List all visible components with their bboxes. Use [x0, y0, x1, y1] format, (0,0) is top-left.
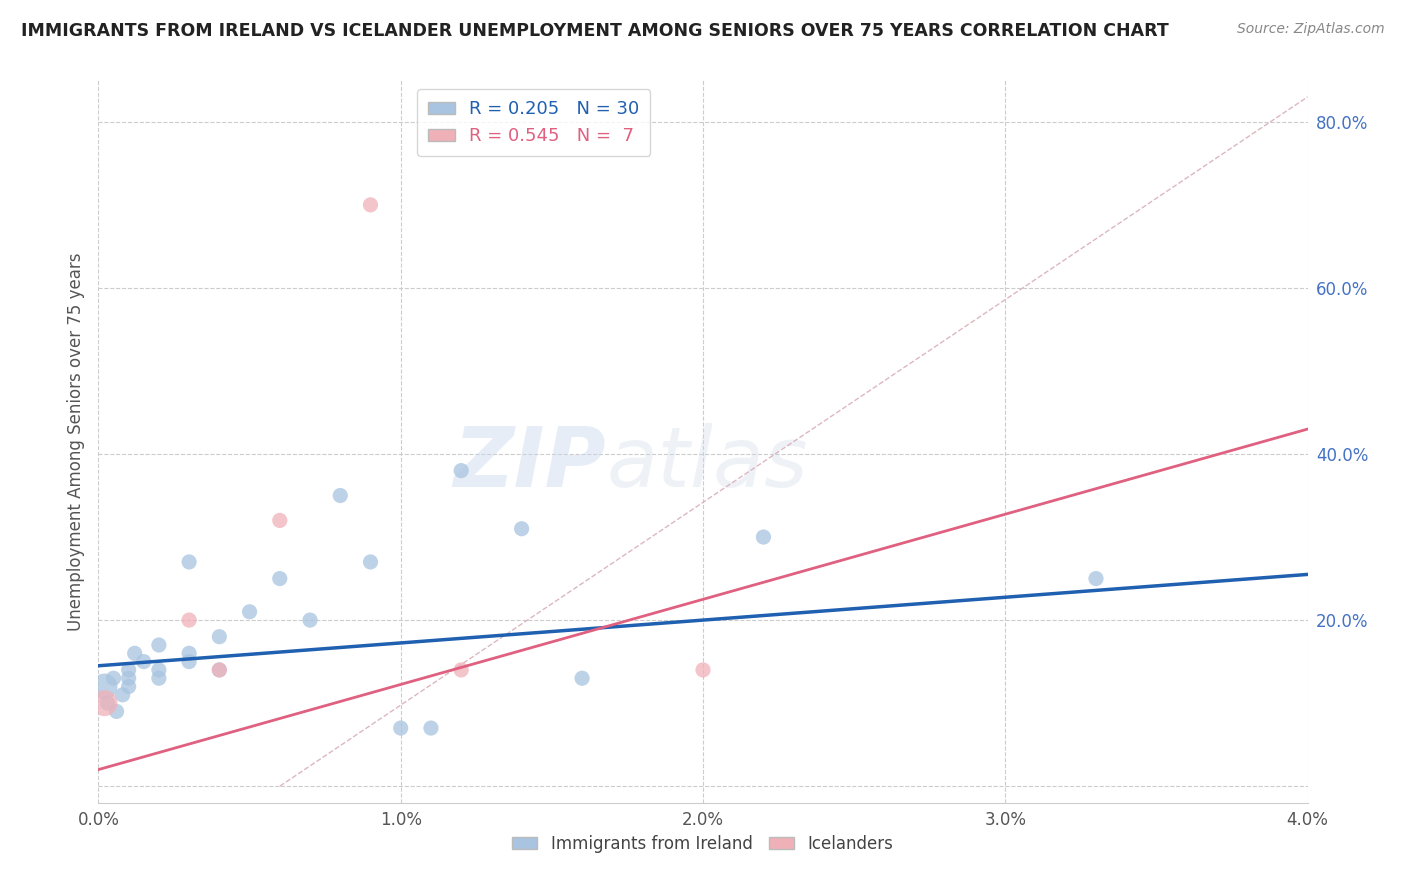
- Point: [269, 572, 291, 586]
- Point: [208, 663, 231, 677]
- Point: [118, 680, 141, 694]
- Text: ZIP: ZIP: [454, 423, 606, 504]
- Point: [105, 705, 128, 719]
- Point: [93, 680, 115, 694]
- Point: [239, 605, 262, 619]
- Legend: Immigrants from Ireland, Icelanders: Immigrants from Ireland, Icelanders: [506, 828, 900, 860]
- Point: [124, 646, 146, 660]
- Point: [752, 530, 775, 544]
- Point: [692, 663, 714, 677]
- Point: [389, 721, 412, 735]
- Point: [118, 671, 141, 685]
- Point: [360, 555, 382, 569]
- Point: [299, 613, 322, 627]
- Text: atlas: atlas: [606, 423, 808, 504]
- Text: IMMIGRANTS FROM IRELAND VS ICELANDER UNEMPLOYMENT AMONG SENIORS OVER 75 YEARS CO: IMMIGRANTS FROM IRELAND VS ICELANDER UNE…: [21, 22, 1168, 40]
- Point: [208, 663, 231, 677]
- Point: [118, 663, 141, 677]
- Point: [179, 555, 201, 569]
- Point: [269, 513, 291, 527]
- Point: [148, 638, 170, 652]
- Point: [420, 721, 443, 735]
- Point: [571, 671, 593, 685]
- Point: [510, 522, 533, 536]
- Point: [450, 663, 472, 677]
- Point: [179, 646, 201, 660]
- Point: [360, 198, 382, 212]
- Point: [179, 655, 201, 669]
- Point: [148, 663, 170, 677]
- Text: Source: ZipAtlas.com: Source: ZipAtlas.com: [1237, 22, 1385, 37]
- Point: [329, 489, 352, 503]
- Point: [103, 671, 125, 685]
- Point: [93, 696, 115, 710]
- Point: [1085, 572, 1108, 586]
- Point: [148, 671, 170, 685]
- Point: [179, 613, 201, 627]
- Y-axis label: Unemployment Among Seniors over 75 years: Unemployment Among Seniors over 75 years: [66, 252, 84, 631]
- Point: [96, 696, 118, 710]
- Point: [208, 630, 231, 644]
- Point: [111, 688, 134, 702]
- Point: [132, 655, 155, 669]
- Point: [450, 464, 472, 478]
